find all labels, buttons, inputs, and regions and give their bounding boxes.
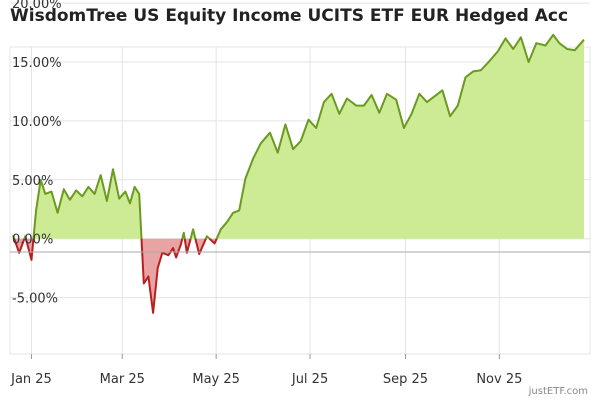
gain-area bbox=[216, 34, 584, 239]
gain-area bbox=[33, 169, 142, 239]
gain-line bbox=[204, 235, 211, 240]
x-tick-label: Jul 25 bbox=[291, 372, 328, 387]
gain-line bbox=[189, 228, 197, 239]
gain-line bbox=[12, 234, 16, 240]
data-lines bbox=[12, 33, 585, 314]
x-tick-label: Nov 25 bbox=[476, 372, 522, 387]
x-tick-label: Jan 25 bbox=[10, 372, 52, 387]
y-tick-label: 15.00% bbox=[12, 56, 62, 71]
loss-line bbox=[183, 238, 192, 254]
y-tick-label: 0.00% bbox=[12, 233, 53, 248]
loss-line bbox=[13, 238, 26, 254]
x-tick-label: May 25 bbox=[192, 372, 240, 387]
loss-line bbox=[208, 237, 218, 245]
gain-line bbox=[181, 231, 186, 239]
x-tick-label: Sep 25 bbox=[383, 372, 428, 387]
loss-line bbox=[140, 238, 184, 314]
chart-title: WisdomTree US Equity Income UCITS ETF EU… bbox=[10, 6, 569, 26]
x-axis-ticks: Jan 25 Mar 25 May 25 Jul 25 Sep 25 Nov 25 bbox=[10, 354, 522, 387]
y-tick-label: -5.00% bbox=[12, 292, 58, 307]
x-tick-label: Mar 25 bbox=[100, 372, 145, 387]
loss-line bbox=[24, 238, 35, 261]
loss-line bbox=[194, 238, 207, 255]
y-tick-label: 5.00% bbox=[12, 174, 53, 189]
y-tick-label: 20.00% bbox=[12, 0, 62, 12]
gain-line bbox=[23, 235, 27, 240]
watermark: justETF.com bbox=[528, 386, 588, 397]
gain-line bbox=[32, 168, 143, 239]
y-tick-label: 10.00% bbox=[12, 115, 62, 130]
y-axis-ticks: 20.00% 15.00% 10.00% 5.00% 0.00% -5.00% bbox=[12, 0, 62, 307]
gain-line bbox=[215, 33, 585, 240]
loss-area bbox=[14, 238, 25, 253]
